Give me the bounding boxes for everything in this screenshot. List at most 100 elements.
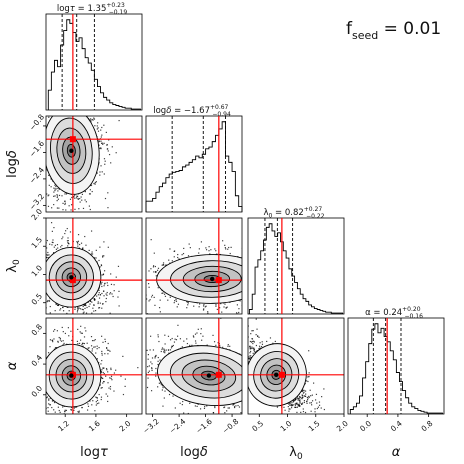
sample-point [146, 298, 148, 300]
sample-point [274, 270, 275, 271]
sample-point [101, 354, 103, 356]
sample-point [250, 288, 251, 289]
sample-point [56, 200, 58, 202]
sample-point [60, 340, 63, 342]
sample-point [38, 234, 39, 235]
sample-point [45, 377, 46, 378]
sample-point [271, 282, 272, 283]
sample-point [54, 328, 56, 331]
sample-point [95, 257, 97, 259]
sample-point [62, 406, 64, 408]
sample-point [30, 283, 31, 284]
sample-point [58, 188, 60, 190]
sample-point [97, 301, 99, 303]
sample-point [250, 291, 251, 292]
sample-point [243, 276, 244, 277]
sample-point [109, 292, 112, 294]
panel-inner [26, 218, 142, 331]
sample-point [278, 263, 279, 264]
sample-point [266, 275, 267, 276]
sample-point [250, 285, 251, 286]
sample-point [93, 182, 95, 185]
sample-point [27, 172, 28, 173]
sample-point [89, 303, 91, 305]
sample-point [56, 243, 59, 246]
peak-marker [69, 148, 74, 153]
sample-point [102, 255, 104, 257]
sample-point [53, 338, 55, 340]
sample-point [91, 251, 93, 253]
sample-point [262, 281, 263, 282]
sample-point [47, 299, 49, 302]
sample-point [239, 300, 241, 302]
sample-point [259, 240, 260, 241]
sample-point [60, 246, 62, 248]
sample-point [88, 347, 90, 349]
sample-point [86, 108, 87, 109]
sample-point [56, 196, 58, 199]
sample-point [246, 298, 247, 299]
sample-point [38, 184, 39, 185]
sample-point [70, 204, 73, 206]
sample-point [215, 304, 217, 306]
sample-point [41, 273, 42, 274]
sample-point [68, 310, 70, 312]
sample-point [87, 103, 88, 104]
sample-point [66, 240, 69, 242]
sample-point [106, 294, 108, 296]
sample-point [43, 276, 44, 277]
sample-point [44, 371, 45, 372]
sample-point [111, 379, 113, 381]
sample-point [251, 265, 252, 266]
sample-point [74, 197, 76, 199]
sample-point [178, 258, 180, 260]
sample-point [103, 283, 106, 285]
sample-point [78, 104, 79, 105]
sample-point [85, 330, 87, 332]
sample-point [87, 111, 88, 112]
sample-point [242, 252, 243, 253]
sample-point [54, 195, 56, 197]
sample-point [90, 184, 92, 187]
sample-point [255, 264, 256, 265]
hist-title: logδ = −1.67+0.67 −0.94 [153, 104, 231, 118]
sample-point [186, 307, 188, 309]
sample-point [26, 263, 27, 264]
sample-point [91, 340, 94, 342]
sample-point [238, 308, 240, 310]
sample-point [78, 416, 79, 417]
sample-point [214, 315, 215, 316]
sample-point [162, 292, 164, 294]
sample-point [148, 286, 150, 288]
sample-point [259, 294, 260, 295]
sample-point [131, 266, 132, 267]
sample-point [87, 114, 88, 115]
sample-point [106, 349, 109, 351]
sample-point [40, 130, 41, 131]
sample-point [44, 280, 45, 281]
sample-point [93, 118, 96, 120]
sample-point [257, 302, 258, 303]
sample-point [83, 304, 86, 306]
sample-point [215, 314, 216, 315]
sample-point [67, 327, 70, 329]
sample-point [81, 102, 82, 103]
sample-point [74, 112, 75, 113]
sample-point [87, 105, 88, 106]
sample-point [67, 240, 69, 242]
sample-point [66, 330, 67, 331]
sample-point [85, 312, 88, 314]
sample-point [117, 265, 120, 267]
sample-point [198, 306, 200, 308]
sample-point [276, 272, 277, 273]
sample-point [77, 243, 79, 245]
sample-point [94, 298, 96, 301]
sample-point [101, 335, 103, 337]
sample-point [34, 193, 35, 194]
sample-point [79, 243, 81, 246]
sample-point [76, 195, 78, 197]
sample-point [73, 113, 74, 114]
sample-point [76, 241, 78, 243]
sample-point [64, 91, 65, 92]
